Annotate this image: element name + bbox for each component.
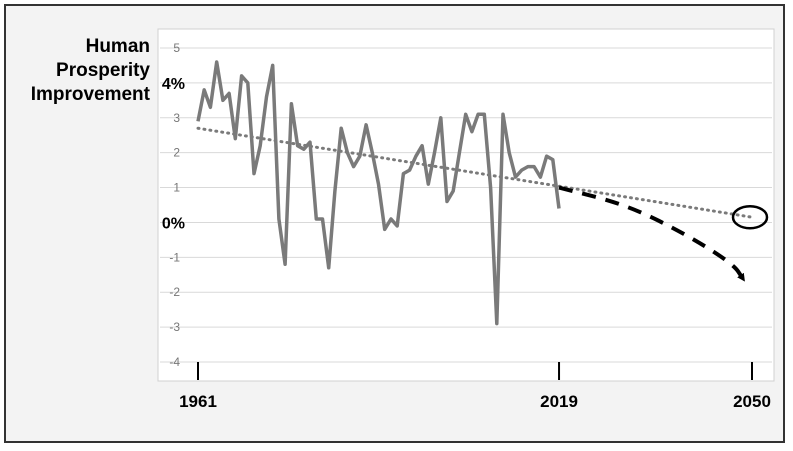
y-tick-label: 2 [173,146,180,160]
y-axis-title-line: Human [86,36,150,57]
y-tick-label: -3 [169,320,180,334]
y-tick-label: 0% [162,215,185,232]
y-axis-title: Human Prosperity Improvement [31,36,151,105]
trend-line [196,126,754,219]
y-tick-label: 4% [162,76,185,93]
x-tick-label: 2019 [540,392,578,411]
y-axis-title-line: Improvement [31,84,151,105]
y-tick-label: -2 [169,285,180,299]
trend-line-group [196,126,754,219]
grid-lines [160,47,772,363]
x-tick-label: 1961 [179,392,217,411]
y-tick-label: 1 [173,181,180,195]
x-axis: 1961 2019 2050 [179,362,771,411]
y-tick-label: 3 [173,111,180,125]
series-line [196,60,561,326]
plot-area [157,28,775,382]
y-axis-ticks: 5 4% 3 2 1 0% -1 -2 -3 -4 [162,41,185,369]
endpoint-circle [731,204,769,230]
y-tick-label: 5 [173,41,180,55]
y-tick-label: -1 [169,250,180,264]
y-axis-title-line: Prosperity [56,60,150,81]
y-tick-label: -4 [169,355,180,369]
projection-group [558,185,769,282]
x-tick-label: 2050 [733,392,771,411]
series-group [196,60,561,326]
projection-arrow [558,185,745,282]
